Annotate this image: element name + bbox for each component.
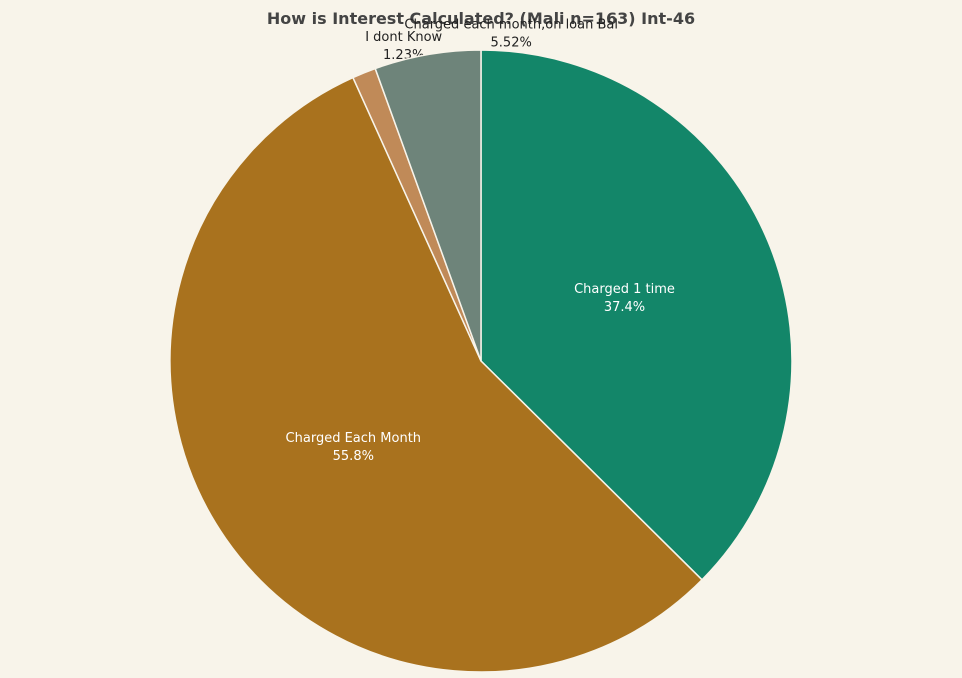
pie-slice-charged-1-time[interactable] (480, 49, 793, 581)
slice-label: Charged each month,on loan Bal (404, 18, 618, 33)
pie-slice-charged-each-month-on-loan-bal[interactable] (374, 49, 482, 362)
slice-value-label: 55.8% (333, 449, 374, 464)
slice-label: Charged Each Month (286, 431, 421, 446)
pie-slice-charged-each-month[interactable] (169, 76, 704, 673)
slice-value-label: 37.4% (604, 300, 645, 315)
chart-title: How is Interest Calculated? (Mali n=163)… (266, 9, 696, 28)
slice-label: I dont Know (365, 30, 442, 45)
slice-value-label: 5.52% (491, 36, 532, 51)
slice-label: Charged 1 time (574, 282, 675, 297)
